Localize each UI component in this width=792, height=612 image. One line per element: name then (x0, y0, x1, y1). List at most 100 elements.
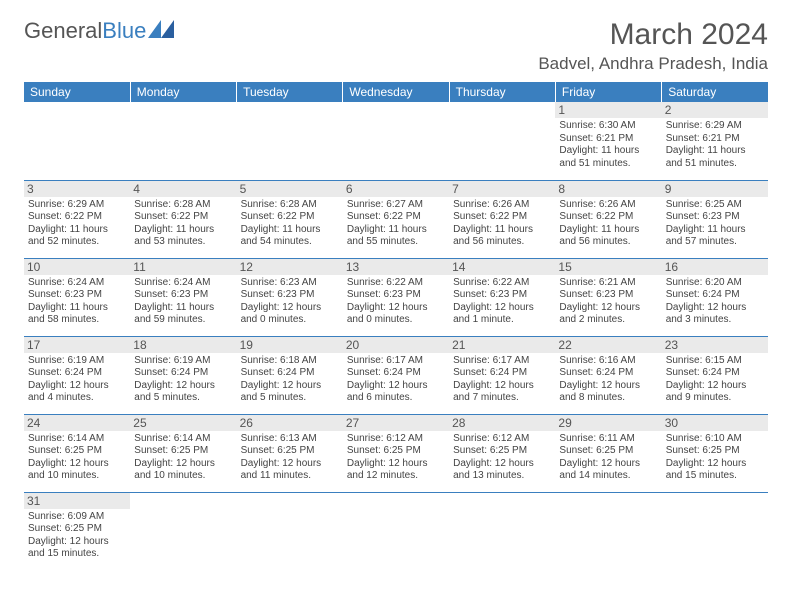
cell-line: and 5 minutes. (134, 392, 232, 405)
cell-line: and 0 minutes. (347, 314, 445, 327)
cell-line: Sunrise: 6:17 AM (453, 355, 551, 368)
calendar-cell: 31Sunrise: 6:09 AMSunset: 6:25 PMDayligh… (24, 492, 130, 570)
cell-line: Daylight: 12 hours (347, 458, 445, 471)
day-header: Sunday (24, 82, 130, 102)
cell-line: Daylight: 11 hours (347, 224, 445, 237)
day-number: 10 (24, 259, 130, 275)
cell-line: Sunset: 6:25 PM (666, 445, 764, 458)
cell-line: Sunrise: 6:24 AM (28, 277, 126, 290)
cell-line: Sunset: 6:21 PM (559, 133, 657, 146)
cell-line: Sunrise: 6:24 AM (134, 277, 232, 290)
cell-line: Sunrise: 6:29 AM (666, 120, 764, 133)
cell-line: Sunset: 6:21 PM (666, 133, 764, 146)
calendar-cell: 8Sunrise: 6:26 AMSunset: 6:22 PMDaylight… (555, 180, 661, 258)
day-number: 28 (449, 415, 555, 431)
logo-text-2: Blue (102, 18, 146, 44)
day-number: 2 (662, 102, 768, 118)
calendar-cell (662, 492, 768, 570)
calendar-cell: 24Sunrise: 6:14 AMSunset: 6:25 PMDayligh… (24, 414, 130, 492)
cell-line: Sunset: 6:23 PM (28, 289, 126, 302)
cell-line: Sunset: 6:23 PM (347, 289, 445, 302)
calendar-cell: 30Sunrise: 6:10 AMSunset: 6:25 PMDayligh… (662, 414, 768, 492)
calendar-cell: 1Sunrise: 6:30 AMSunset: 6:21 PMDaylight… (555, 102, 661, 180)
calendar-cell (237, 102, 343, 180)
logo-text-1: General (24, 18, 102, 44)
calendar-cell (343, 492, 449, 570)
day-number: 7 (449, 181, 555, 197)
calendar-week-row: 1Sunrise: 6:30 AMSunset: 6:21 PMDaylight… (24, 102, 768, 180)
day-number: 5 (237, 181, 343, 197)
calendar-week-row: 31Sunrise: 6:09 AMSunset: 6:25 PMDayligh… (24, 492, 768, 570)
day-header: Friday (555, 82, 661, 102)
day-number: 6 (343, 181, 449, 197)
cell-line: Daylight: 12 hours (347, 302, 445, 315)
cell-line: Sunset: 6:23 PM (134, 289, 232, 302)
cell-line: Sunrise: 6:27 AM (347, 199, 445, 212)
cell-line: Sunrise: 6:13 AM (241, 433, 339, 446)
day-number: 25 (130, 415, 236, 431)
day-number: 21 (449, 337, 555, 353)
cell-line: Sunset: 6:23 PM (559, 289, 657, 302)
cell-line: Sunset: 6:25 PM (28, 445, 126, 458)
cell-line: Sunrise: 6:21 AM (559, 277, 657, 290)
calendar-cell (237, 492, 343, 570)
calendar-cell: 13Sunrise: 6:22 AMSunset: 6:23 PMDayligh… (343, 258, 449, 336)
cell-line: Daylight: 12 hours (453, 380, 551, 393)
cell-line: and 51 minutes. (559, 158, 657, 171)
cell-line: Sunset: 6:24 PM (347, 367, 445, 380)
cell-line: Sunset: 6:23 PM (241, 289, 339, 302)
cell-line: and 55 minutes. (347, 236, 445, 249)
cell-line: Sunset: 6:25 PM (347, 445, 445, 458)
cell-line: Sunset: 6:22 PM (453, 211, 551, 224)
day-number: 8 (555, 181, 661, 197)
cell-line: Sunset: 6:22 PM (134, 211, 232, 224)
header: GeneralBlue March 2024 Badvel, Andhra Pr… (24, 18, 768, 74)
cell-line: and 2 minutes. (559, 314, 657, 327)
cell-line: and 5 minutes. (241, 392, 339, 405)
cell-line: and 56 minutes. (559, 236, 657, 249)
calendar-cell: 7Sunrise: 6:26 AMSunset: 6:22 PMDaylight… (449, 180, 555, 258)
calendar-cell: 15Sunrise: 6:21 AMSunset: 6:23 PMDayligh… (555, 258, 661, 336)
location: Badvel, Andhra Pradesh, India (538, 54, 768, 74)
calendar-cell: 28Sunrise: 6:12 AMSunset: 6:25 PMDayligh… (449, 414, 555, 492)
cell-line: Sunset: 6:25 PM (241, 445, 339, 458)
calendar-cell: 10Sunrise: 6:24 AMSunset: 6:23 PMDayligh… (24, 258, 130, 336)
cell-line: Sunset: 6:25 PM (453, 445, 551, 458)
cell-line: Sunrise: 6:14 AM (28, 433, 126, 446)
day-header-row: SundayMondayTuesdayWednesdayThursdayFrid… (24, 82, 768, 102)
cell-line: Sunrise: 6:10 AM (666, 433, 764, 446)
cell-line: Sunrise: 6:23 AM (241, 277, 339, 290)
calendar-cell (24, 102, 130, 180)
day-number: 20 (343, 337, 449, 353)
cell-line: Sunrise: 6:18 AM (241, 355, 339, 368)
calendar-cell: 29Sunrise: 6:11 AMSunset: 6:25 PMDayligh… (555, 414, 661, 492)
cell-line: Daylight: 11 hours (28, 224, 126, 237)
calendar-cell: 12Sunrise: 6:23 AMSunset: 6:23 PMDayligh… (237, 258, 343, 336)
calendar-cell (130, 102, 236, 180)
cell-line: and 11 minutes. (241, 470, 339, 483)
cell-line: Sunrise: 6:19 AM (28, 355, 126, 368)
cell-line: Daylight: 12 hours (666, 380, 764, 393)
cell-line: and 15 minutes. (666, 470, 764, 483)
cell-line: Daylight: 12 hours (559, 302, 657, 315)
calendar-body: 1Sunrise: 6:30 AMSunset: 6:21 PMDaylight… (24, 102, 768, 570)
cell-line: and 8 minutes. (559, 392, 657, 405)
calendar-cell: 22Sunrise: 6:16 AMSunset: 6:24 PMDayligh… (555, 336, 661, 414)
calendar-cell: 27Sunrise: 6:12 AMSunset: 6:25 PMDayligh… (343, 414, 449, 492)
cell-line: Sunrise: 6:25 AM (666, 199, 764, 212)
cell-line: Daylight: 12 hours (28, 536, 126, 549)
cell-line: and 13 minutes. (453, 470, 551, 483)
cell-line: and 15 minutes. (28, 548, 126, 561)
cell-line: Sunset: 6:22 PM (347, 211, 445, 224)
cell-line: Sunset: 6:24 PM (666, 367, 764, 380)
cell-line: Sunrise: 6:14 AM (134, 433, 232, 446)
cell-line: Sunset: 6:24 PM (241, 367, 339, 380)
day-number: 9 (662, 181, 768, 197)
cell-line: and 54 minutes. (241, 236, 339, 249)
cell-line: Daylight: 12 hours (28, 380, 126, 393)
day-number: 26 (237, 415, 343, 431)
cell-line: Daylight: 12 hours (241, 302, 339, 315)
cell-line: Sunset: 6:22 PM (559, 211, 657, 224)
calendar-cell: 2Sunrise: 6:29 AMSunset: 6:21 PMDaylight… (662, 102, 768, 180)
cell-line: Daylight: 12 hours (559, 380, 657, 393)
